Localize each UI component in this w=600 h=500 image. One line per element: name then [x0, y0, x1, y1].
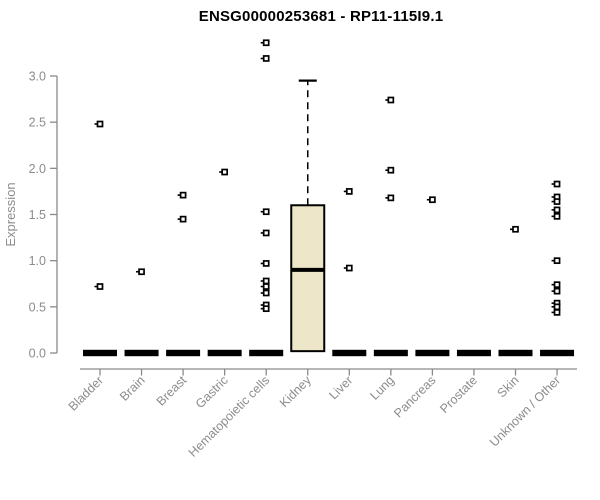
data-point: [262, 55, 270, 62]
data-point: [262, 277, 270, 285]
x-tick-label: Kidney: [277, 373, 314, 410]
collapsed-box-bar: [83, 349, 117, 357]
x-tick-label: Breast: [154, 373, 190, 409]
x-tick-label: Skin: [495, 373, 522, 400]
x-tick-label: Unknown / Other: [487, 373, 563, 449]
x-tick-label: Lung: [367, 373, 397, 403]
y-tick-label: 0.0: [29, 347, 46, 361]
data-point: [387, 96, 395, 104]
box: [290, 204, 326, 353]
data-point: [262, 39, 270, 47]
collapsed-box-bar: [373, 349, 408, 357]
y-tick-label: 2.5: [29, 116, 46, 130]
y-tick-label: 1.5: [29, 208, 46, 222]
data-point: [96, 283, 104, 290]
x-tick-label: Brain: [117, 373, 148, 404]
y-tick-label: 1.0: [29, 254, 46, 268]
x-tick-label: Prostate: [437, 373, 480, 416]
collapsed-box-bar: [207, 349, 242, 357]
x-tick-label: Hematopoietic cells: [186, 373, 273, 460]
collapsed-box-bar: [540, 349, 575, 357]
data-point: [138, 268, 145, 276]
collapsed-box-bar: [124, 349, 159, 357]
data-point: [553, 257, 561, 265]
data-point: [553, 198, 561, 205]
collapsed-box-bar: [166, 349, 201, 357]
collapsed-box-bar: [332, 349, 367, 357]
data-point: [387, 194, 395, 202]
chart-title: ENSG00000253681 - RP11-115I9.1: [198, 8, 444, 25]
collapsed-box-bar: [456, 349, 491, 357]
data-point: [553, 281, 561, 289]
data-point: [553, 212, 561, 220]
data-point: [345, 264, 353, 272]
data-point: [553, 303, 561, 311]
data-point: [553, 180, 561, 188]
y-tick-label: 0.5: [29, 300, 46, 314]
data-point: [345, 188, 353, 195]
data-point: [179, 215, 187, 223]
data-point: [553, 309, 561, 316]
data-point: [553, 206, 561, 214]
x-tick-label: Gastric: [193, 373, 231, 411]
data-point: [553, 287, 561, 295]
x-tick-label: Pancreas: [391, 373, 438, 420]
data-point: [262, 289, 270, 297]
data-point: [262, 283, 270, 290]
x-tick-label: Bladder: [66, 373, 106, 413]
y-tick-label: 3.0: [29, 70, 46, 84]
data-point: [387, 166, 395, 174]
data-point: [179, 191, 187, 199]
data-point: [221, 168, 228, 176]
collapsed-box-bar: [498, 349, 533, 357]
collapsed-box-bar: [249, 349, 284, 357]
data-point: [262, 305, 270, 313]
data-point: [429, 196, 436, 204]
y-axis-title: Expression: [3, 182, 18, 246]
y-tick-label: 2.0: [29, 162, 46, 176]
data-point: [512, 225, 519, 233]
data-point: [262, 229, 270, 237]
data-point: [96, 120, 104, 128]
collapsed-box-bar: [415, 349, 450, 357]
data-point: [262, 208, 270, 216]
x-tick-label: Liver: [326, 373, 355, 402]
data-point: [262, 260, 270, 267]
